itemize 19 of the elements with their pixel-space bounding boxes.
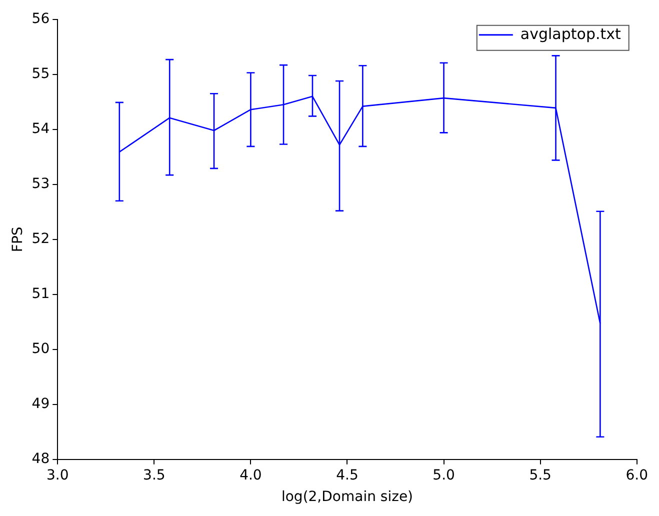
y-tick-label: 55 [32,66,50,82]
x-axis-title: log(2,Domain size) [281,489,414,506]
x-tick-label: 5.5 [529,467,552,484]
x-tick-label: 5.0 [432,467,455,484]
y-tick-label: 56 [32,11,50,28]
x-tick-label: 4.5 [336,467,358,484]
x-tick-label: 4.0 [240,467,262,484]
y-tick-label: 51 [32,286,50,302]
y-tick-label: 48 [32,451,50,468]
y-tick-label: 54 [32,121,50,138]
legend-label: avglaptop.txt [520,24,621,43]
y-tick-label: 49 [32,396,50,412]
x-tick-label: 3.5 [143,467,166,484]
y-axis-title: FPS [10,226,26,252]
x-tick-label: 6.0 [626,467,648,484]
y-tick-label: 52 [32,231,50,248]
y-tick-label: 50 [32,341,50,358]
x-tick-label: 3.0 [46,467,69,484]
y-tick-label: 53 [32,176,50,192]
